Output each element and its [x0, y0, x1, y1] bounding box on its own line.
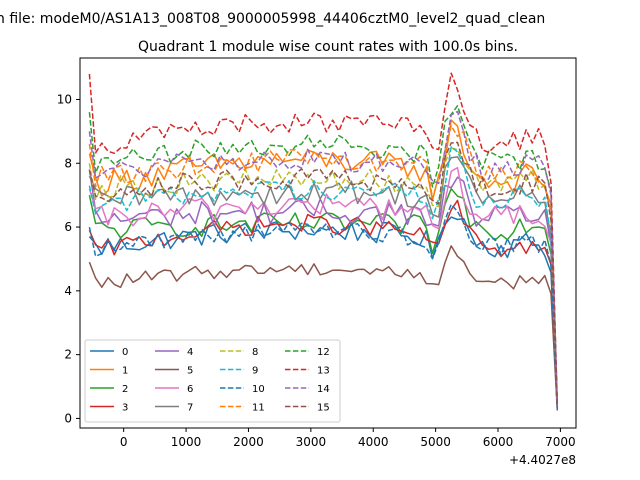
- legend-entry-13: 13: [285, 366, 330, 377]
- series-line-5: [88, 245, 559, 411]
- legend-entry-11: 11: [220, 403, 265, 414]
- series-line-10: [88, 203, 559, 409]
- y-tick-label: 10: [57, 92, 72, 106]
- legend-entry-14: 14: [285, 384, 330, 395]
- x-tick-label: 1000: [171, 435, 202, 449]
- legend-box: [84, 339, 341, 423]
- legend-entry-4: 4: [155, 347, 193, 358]
- legend-entry-8: 8: [220, 347, 258, 358]
- legend-entry-12: 12: [285, 347, 330, 358]
- series-line-2: [88, 187, 559, 408]
- x-tick-label: 0: [120, 435, 128, 449]
- series-layer: [88, 72, 559, 411]
- series-line-13: [88, 72, 559, 405]
- legend-entry-10: 10: [220, 384, 265, 395]
- series-line-8: [88, 147, 559, 406]
- legend-entry-1: 1: [90, 366, 128, 377]
- legend-label: 12: [317, 347, 330, 358]
- series-line-14: [88, 110, 559, 406]
- legend-label: 4: [187, 347, 193, 358]
- y-tick-label: 0: [64, 411, 72, 425]
- legend-label: 13: [317, 366, 330, 377]
- legend-label: 5: [187, 366, 193, 377]
- series-line-11: [88, 124, 559, 406]
- x-offset-label: +4.4027e8: [509, 453, 576, 467]
- legend-entry-5: 5: [155, 366, 193, 377]
- legend-label: 9: [252, 366, 258, 377]
- y-tick-label: 8: [64, 156, 72, 170]
- legend-label: 11: [252, 403, 265, 414]
- y-axis: 0 2 4 6 8 10: [57, 92, 80, 425]
- legend-label: 1: [122, 366, 128, 377]
- series-line-15: [88, 141, 559, 408]
- x-tick-label: 3000: [296, 435, 327, 449]
- x-tick-label: 2000: [233, 435, 264, 449]
- legend-entry-3: 3: [90, 403, 128, 414]
- y-tick-label: 6: [64, 220, 72, 234]
- x-tick-label: 6000: [483, 435, 514, 449]
- chart-title: Quadrant 1 module wise count rates with …: [138, 39, 518, 55]
- legend-label: 0: [122, 347, 128, 358]
- y-tick-label: 4: [64, 284, 72, 298]
- series-line-6: [88, 166, 559, 408]
- x-tick-label: 4000: [358, 435, 389, 449]
- legend-label: 6: [187, 384, 193, 395]
- legend-label: 14: [317, 384, 330, 395]
- legend-entry-7: 7: [155, 403, 193, 414]
- figure-suptitle: n file: modeM0/AS1A13_008T08_9000005998_…: [0, 11, 545, 27]
- axes-frame: [79, 57, 577, 429]
- legend-entry-15: 15: [285, 403, 330, 414]
- legend-label: 3: [122, 403, 128, 414]
- legend-label: 10: [252, 384, 265, 395]
- x-tick-label: 7000: [545, 435, 576, 449]
- series-line-9: [88, 146, 559, 408]
- legend-label: 7: [187, 403, 193, 414]
- x-tick-label: 5000: [420, 435, 451, 449]
- legend-entry-9: 9: [220, 366, 258, 377]
- legend-entry-0: 0: [90, 347, 128, 358]
- legend-label: 2: [122, 384, 128, 395]
- x-axis: 0 1000 2000 3000 4000 5000 6000 7000: [120, 428, 576, 449]
- legend-label: 8: [252, 347, 258, 358]
- series-line-12: [88, 105, 559, 406]
- plot-area: [79, 57, 577, 429]
- y-tick-label: 2: [64, 348, 72, 362]
- legend-entry-6: 6: [155, 384, 193, 395]
- legend-entry-2: 2: [90, 384, 128, 395]
- legend-label: 15: [317, 403, 330, 414]
